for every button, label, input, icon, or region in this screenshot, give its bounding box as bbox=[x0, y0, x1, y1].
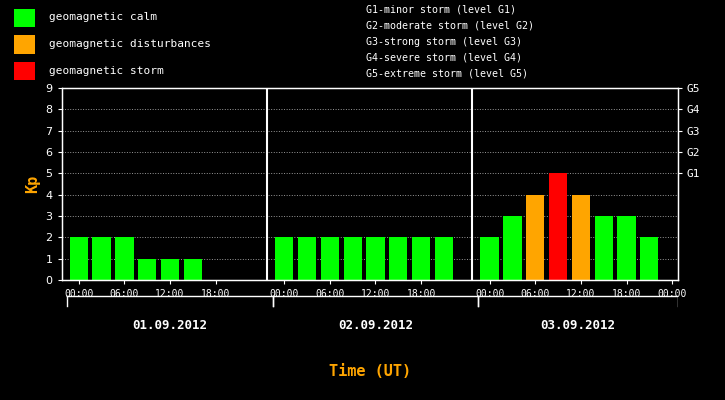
Text: G2-moderate storm (level G2): G2-moderate storm (level G2) bbox=[366, 20, 534, 31]
Bar bbox=[389, 237, 407, 280]
Bar bbox=[14, 62, 35, 80]
Bar bbox=[640, 237, 658, 280]
Bar bbox=[183, 259, 202, 280]
Bar bbox=[549, 173, 567, 280]
Text: 03.09.2012: 03.09.2012 bbox=[541, 319, 616, 332]
Bar bbox=[161, 259, 179, 280]
Text: G5-extreme storm (level G5): G5-extreme storm (level G5) bbox=[366, 68, 528, 78]
Bar bbox=[298, 237, 316, 280]
Bar bbox=[14, 8, 35, 27]
Bar bbox=[320, 237, 339, 280]
Bar bbox=[618, 216, 636, 280]
Bar bbox=[412, 237, 430, 280]
Bar bbox=[138, 259, 157, 280]
Text: Time (UT): Time (UT) bbox=[328, 364, 411, 379]
Bar bbox=[93, 237, 111, 280]
Bar bbox=[344, 237, 362, 280]
Text: geomagnetic storm: geomagnetic storm bbox=[49, 66, 164, 76]
Y-axis label: Kp: Kp bbox=[25, 175, 40, 193]
Bar bbox=[526, 195, 544, 280]
Bar bbox=[14, 35, 35, 54]
Text: G1-minor storm (level G1): G1-minor storm (level G1) bbox=[366, 5, 516, 15]
Text: 02.09.2012: 02.09.2012 bbox=[338, 319, 413, 332]
Text: geomagnetic calm: geomagnetic calm bbox=[49, 12, 157, 22]
Text: 01.09.2012: 01.09.2012 bbox=[133, 319, 207, 332]
Bar bbox=[70, 237, 88, 280]
Text: G3-strong storm (level G3): G3-strong storm (level G3) bbox=[366, 37, 522, 47]
Bar bbox=[594, 216, 613, 280]
Text: geomagnetic disturbances: geomagnetic disturbances bbox=[49, 39, 211, 49]
Bar bbox=[503, 216, 521, 280]
Bar bbox=[366, 237, 384, 280]
Text: G4-severe storm (level G4): G4-severe storm (level G4) bbox=[366, 53, 522, 63]
Bar bbox=[115, 237, 133, 280]
Bar bbox=[481, 237, 499, 280]
Bar bbox=[435, 237, 453, 280]
Bar bbox=[572, 195, 590, 280]
Bar bbox=[275, 237, 294, 280]
